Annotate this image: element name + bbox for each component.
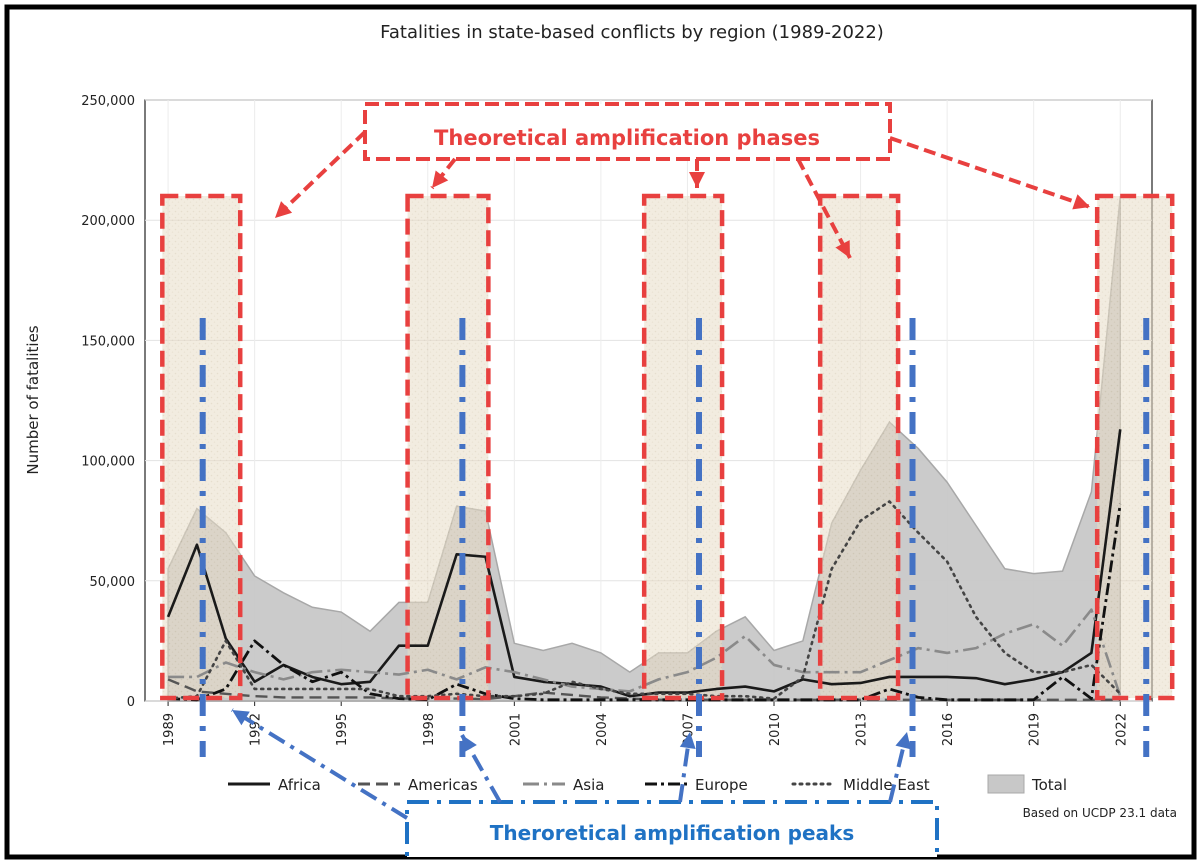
peak-arrow-head — [679, 732, 696, 749]
phase-arrows — [273, 130, 1091, 259]
peak-arrow-shaft — [230, 708, 409, 820]
y-tick-labels: 0 50,000 100,000 150,000 200,000 250,000 — [81, 94, 135, 710]
series-line-middle-east — [166, 500, 1122, 700]
legend: Africa Americas Asia Europe Middle East Total — [228, 774, 1067, 794]
y-tick-label: 50,000 — [90, 575, 136, 590]
amplification-phase-border — [641, 193, 725, 701]
legend-label-africa: Africa — [278, 776, 321, 794]
x-tick-label: 2019 — [1028, 713, 1043, 746]
legend-label-asia: Asia — [573, 776, 604, 794]
phase-arrow-head — [1072, 194, 1090, 210]
x-tick-label: 2001 — [508, 713, 523, 746]
legend-label-total: Total — [1031, 776, 1067, 794]
peak-arrow-head — [462, 735, 477, 753]
x-tick-label: 2016 — [941, 713, 956, 746]
x-tick-label: 2010 — [768, 713, 783, 746]
peaks-callout-label: Theroretical amplification peaks — [490, 821, 855, 845]
amplification-phase-fill — [644, 196, 723, 698]
chart-title: Fatalities in state-based conflicts by r… — [380, 22, 884, 43]
phase-arrow-head — [275, 201, 293, 218]
y-axis-label: Number of fatalities — [24, 325, 42, 474]
peak-arrow-head — [895, 732, 911, 750]
amplification-phase-border — [405, 193, 491, 701]
legend-label-middle-east: Middle East — [843, 776, 930, 794]
amplification-phase-border — [817, 193, 901, 701]
y-tick-label: 200,000 — [81, 214, 135, 229]
amplification-phase-border — [160, 193, 243, 701]
x-tick-label: 2004 — [595, 713, 610, 746]
peaks-callout-box — [405, 800, 939, 857]
x-tick-label: 1998 — [422, 713, 437, 746]
source-note: Based on UCDP 23.1 data — [1023, 806, 1177, 820]
phase-arrow-shaft — [796, 158, 852, 259]
legend-label-europe: Europe — [695, 776, 748, 794]
phase-arrow-head — [835, 240, 850, 258]
y-tick-label: 250,000 — [81, 94, 135, 109]
amplification-peak-markers — [199, 318, 1150, 757]
amplification-phase-fill — [407, 196, 489, 698]
x-tick-labels: 1989 1992 1995 1998 2001 2004 2007 2010 2013 2016… — [162, 701, 1129, 746]
peak-arrow-shaft — [888, 731, 909, 803]
phase-arrow-head — [432, 170, 449, 188]
y-tick-label: 150,000 — [81, 334, 135, 349]
amplification-phase-fill — [820, 196, 899, 698]
phase-arrow-head — [689, 172, 705, 188]
amplification-phase-borders — [160, 193, 1175, 701]
x-tick-label: 1995 — [335, 713, 350, 746]
phase-arrow-shaft — [430, 157, 457, 190]
peak-arrow-head — [232, 710, 250, 726]
y-tick-label: 100,000 — [81, 455, 135, 470]
x-tick-label: 2013 — [855, 713, 870, 746]
phases-callout-box — [363, 102, 892, 161]
y-tick-label: 0 — [127, 695, 135, 710]
x-tick-label: 1989 — [162, 713, 177, 746]
legend-label-americas: Americas — [408, 776, 478, 794]
amplification-phase-fill — [1097, 196, 1173, 698]
legend-swatch-total — [987, 774, 1025, 794]
x-tick-label: 2007 — [681, 713, 696, 746]
peak-arrows — [230, 708, 911, 820]
phases-callout-label: Theoretical amplification phases — [434, 126, 820, 150]
peak-arrow-shaft — [678, 731, 692, 803]
phase-arrow-shaft — [273, 130, 367, 220]
x-tick-label: 2022 — [1114, 713, 1129, 746]
amplification-phase-border — [1094, 193, 1175, 701]
